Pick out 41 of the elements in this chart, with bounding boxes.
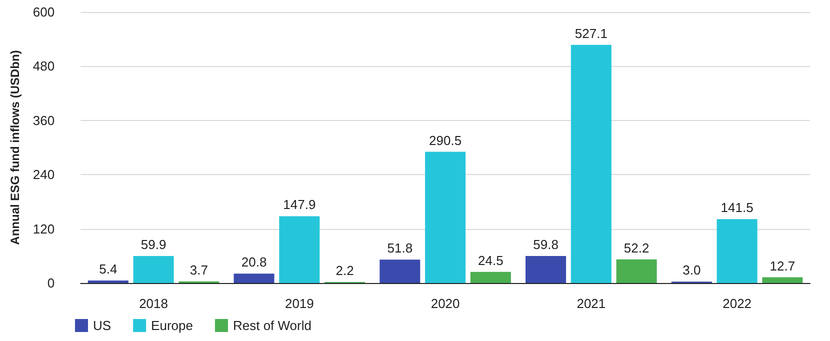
bar — [234, 274, 274, 283]
bar — [570, 44, 612, 283]
bar — [526, 256, 566, 283]
bar — [470, 272, 511, 283]
legend-label: Europe — [151, 318, 193, 333]
data-label: 12.7 — [770, 258, 796, 274]
data-label: 24.5 — [478, 252, 504, 268]
bar — [616, 259, 657, 283]
bar — [279, 216, 320, 283]
y-tick-label: 0 — [47, 276, 55, 290]
data-label: 20.8 — [241, 254, 267, 270]
data-label: 2.2 — [336, 263, 354, 278]
data-label: 527.1 — [574, 26, 608, 41]
y-tick-label: 360 — [32, 112, 55, 128]
x-tick-label: 2022 — [722, 296, 752, 311]
x-tick-label: 2020 — [430, 296, 460, 311]
y-tick-label: 480 — [32, 58, 55, 74]
y-tick-label: 120 — [32, 221, 55, 236]
y-tick-label: 600 — [32, 4, 55, 20]
data-label: 59.8 — [533, 236, 558, 252]
y-axis-title: Annual ESG fund inflows (USDbn) — [8, 50, 22, 245]
bar — [380, 260, 420, 283]
bar — [133, 256, 174, 283]
legend-label: US — [93, 318, 112, 333]
data-label: 141.5 — [720, 200, 754, 216]
x-tick-label: 2021 — [576, 296, 606, 311]
bar — [762, 277, 803, 283]
y-tick-label: 240 — [32, 167, 55, 182]
data-label: 51.8 — [387, 240, 413, 256]
bar — [425, 152, 466, 283]
data-label: 290.5 — [429, 132, 462, 148]
legend-label: Rest of World — [232, 318, 312, 333]
data-label: 59.9 — [140, 236, 166, 252]
data-label: 5.4 — [99, 262, 118, 277]
data-label: 52.2 — [624, 240, 650, 256]
x-tick-label: 2018 — [139, 296, 168, 311]
bar — [716, 219, 758, 283]
data-label: 147.9 — [283, 197, 316, 212]
data-label: 3.7 — [190, 262, 208, 278]
data-label: 3.0 — [682, 262, 701, 278]
x-tick-label: 2019 — [284, 296, 314, 311]
